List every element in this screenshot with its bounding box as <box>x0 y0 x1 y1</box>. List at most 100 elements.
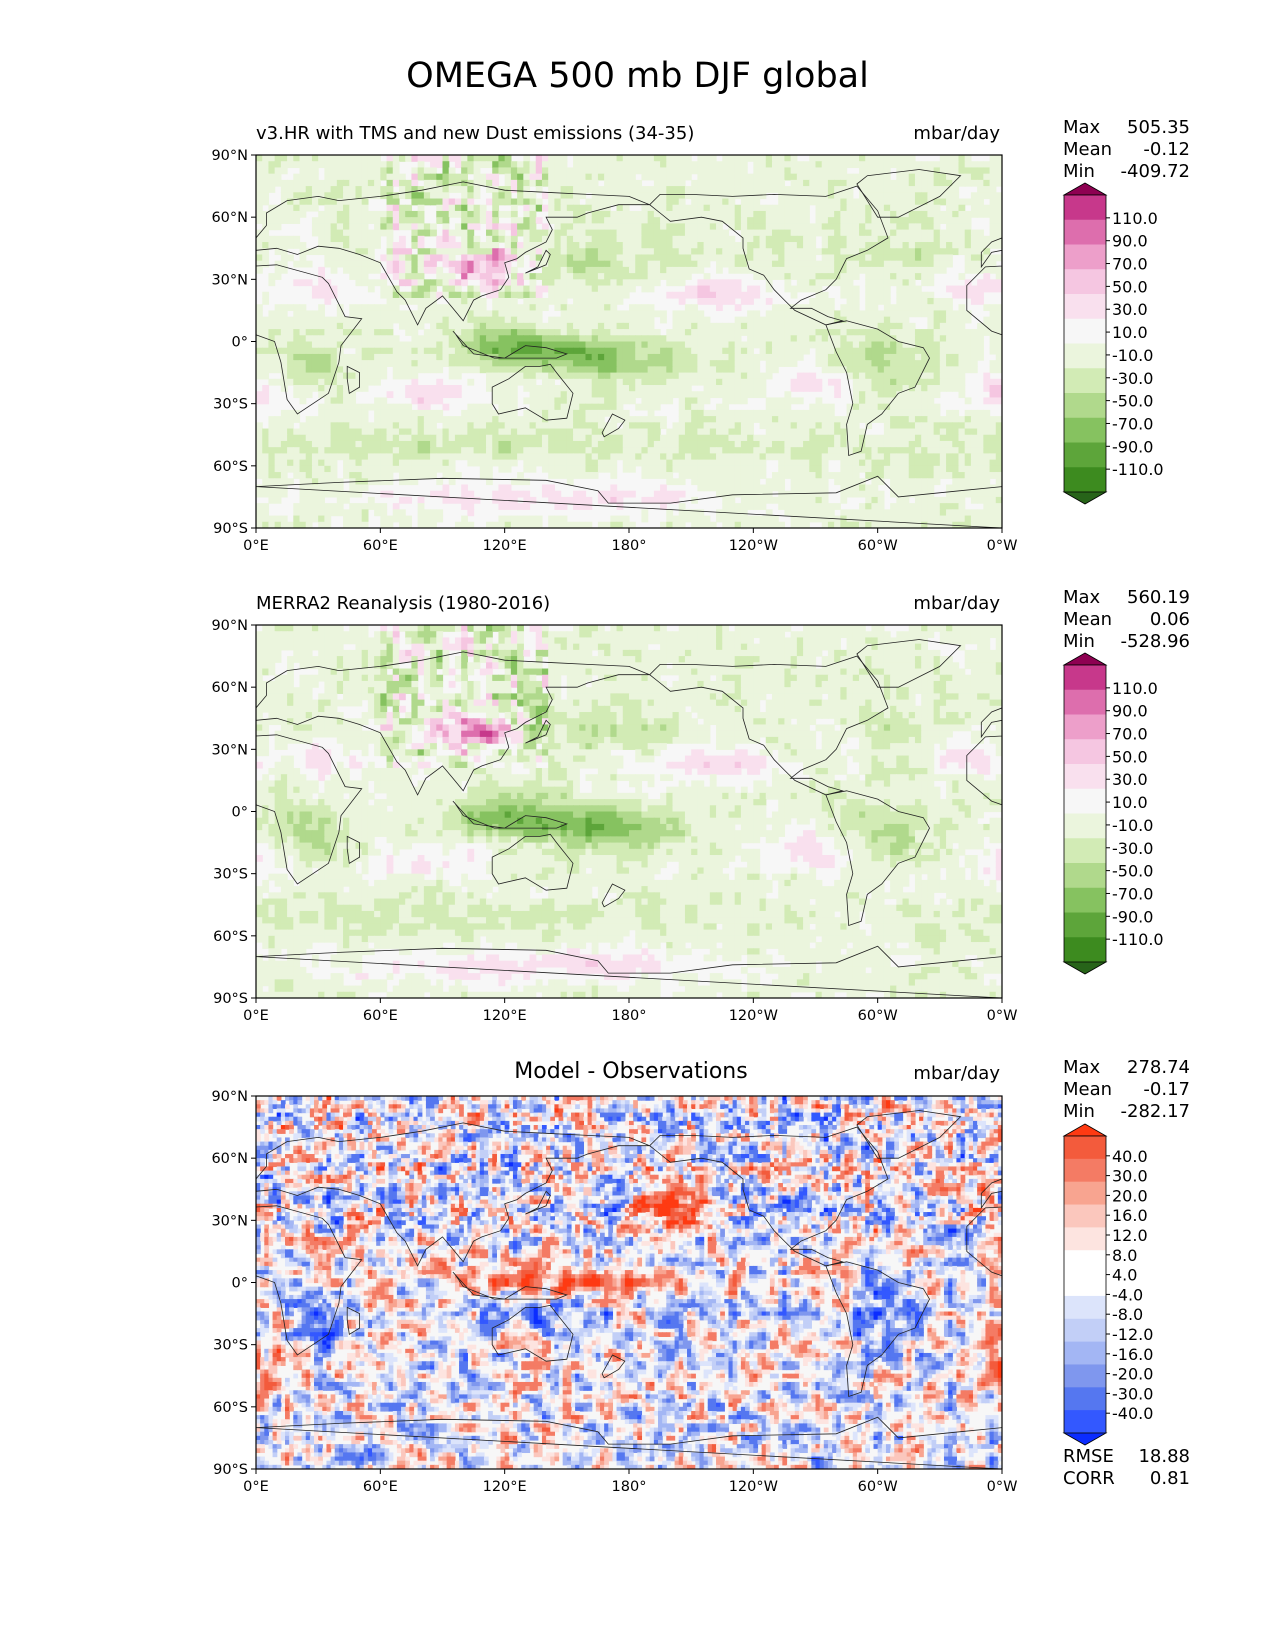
field-cell <box>821 310 829 318</box>
field-cell <box>492 198 500 206</box>
field-cell <box>809 335 817 343</box>
field-cell <box>256 428 263 436</box>
field-cell <box>597 223 605 231</box>
field-cell <box>361 341 369 349</box>
field-cell <box>417 347 425 355</box>
field-cell <box>672 329 680 336</box>
field-cell <box>759 248 767 256</box>
field-cell <box>287 186 294 193</box>
field-cell <box>330 192 338 200</box>
field-cell <box>865 279 873 287</box>
field-cell <box>647 316 655 324</box>
field-cell <box>815 385 823 392</box>
field-cell <box>914 229 922 237</box>
field-cell <box>821 266 829 274</box>
field-cell <box>305 341 313 349</box>
field-cell <box>703 297 711 305</box>
field-cell <box>995 428 1002 436</box>
field-cell <box>585 304 593 312</box>
field-cell <box>684 316 692 324</box>
field-cell <box>846 428 854 436</box>
field-cell <box>952 167 960 175</box>
field-cell <box>908 198 916 206</box>
field-cell <box>896 341 904 349</box>
field-cell <box>293 173 301 181</box>
field-cell <box>703 248 711 256</box>
field-cell <box>790 235 798 243</box>
field-cell <box>355 273 363 280</box>
field-cell <box>616 385 624 392</box>
field-cell <box>510 254 518 262</box>
field-cell <box>622 434 630 442</box>
field-cell <box>417 223 425 231</box>
field-cell <box>771 422 779 430</box>
field-cell <box>529 366 537 374</box>
field-cell <box>846 179 854 187</box>
field-cell <box>852 372 860 380</box>
field-cell <box>256 186 263 193</box>
field-cell <box>287 453 294 461</box>
field-cell <box>566 186 574 193</box>
field-cell <box>392 204 400 212</box>
field-cell <box>753 161 761 169</box>
field-cell <box>747 440 754 448</box>
field-cell <box>734 428 742 436</box>
field-cell <box>535 229 543 237</box>
field-cell <box>523 341 531 349</box>
field-cell <box>834 167 841 175</box>
field-cell <box>268 378 276 386</box>
field-cell <box>977 297 984 305</box>
field-cell <box>902 347 910 355</box>
field-cell <box>604 397 611 405</box>
field-cell <box>504 186 512 193</box>
field-cell <box>386 310 394 318</box>
field-cell <box>883 192 891 200</box>
field-cell <box>641 353 649 361</box>
field-cell <box>902 260 910 268</box>
field-cell <box>921 179 928 187</box>
field-cell <box>896 409 904 417</box>
field-cell <box>821 291 829 299</box>
field-cell <box>728 353 736 361</box>
field-cell <box>672 204 680 212</box>
field-cell <box>983 447 991 454</box>
field-cell <box>946 310 953 318</box>
field-cell <box>697 248 705 256</box>
field-cell <box>859 403 866 411</box>
field-cell <box>448 260 456 268</box>
field-cell <box>846 360 854 367</box>
field-cell <box>461 186 468 193</box>
field-cell <box>324 428 332 436</box>
field-cell <box>989 217 997 224</box>
field-cell <box>790 347 798 355</box>
field-cell <box>778 310 786 318</box>
field-cell <box>616 416 624 423</box>
field-cell <box>579 428 587 436</box>
field-cell <box>473 304 481 312</box>
field-cell <box>796 322 804 330</box>
field-cell <box>560 372 568 380</box>
field-cell <box>504 192 512 200</box>
field-cell <box>423 266 431 274</box>
field-cell <box>890 372 897 380</box>
field-cell <box>622 179 630 187</box>
field-cell <box>280 347 288 355</box>
field-cell <box>504 397 512 405</box>
field-cell <box>784 229 792 237</box>
field-cell <box>902 179 910 187</box>
field-cell <box>548 397 555 405</box>
field-cell <box>734 192 742 200</box>
stat-max-value: 505.35 <box>1127 117 1190 139</box>
field-cell <box>815 329 823 336</box>
field-cell <box>473 204 481 212</box>
field-cell <box>896 161 904 169</box>
field-cell <box>541 242 549 249</box>
field-cell <box>883 198 891 206</box>
field-cell <box>709 155 717 162</box>
field-cell <box>442 428 450 436</box>
field-cell <box>392 254 400 262</box>
field-cell <box>697 316 705 324</box>
field-cell <box>610 161 618 169</box>
field-cell <box>697 341 705 349</box>
field-cell <box>566 266 574 274</box>
